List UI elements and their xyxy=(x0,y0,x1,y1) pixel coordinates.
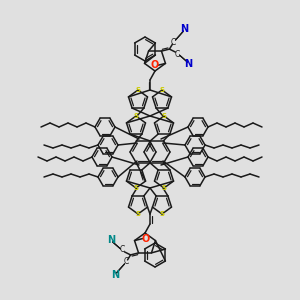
Text: S: S xyxy=(134,113,139,119)
Text: C: C xyxy=(120,245,125,254)
Text: C: C xyxy=(171,38,176,46)
Text: N: N xyxy=(180,24,188,34)
Text: N: N xyxy=(107,235,116,245)
Text: S: S xyxy=(134,185,139,191)
Text: N: N xyxy=(184,59,193,69)
Text: N: N xyxy=(112,270,120,280)
Text: O: O xyxy=(150,60,159,70)
Text: S: S xyxy=(160,87,164,93)
Text: C: C xyxy=(175,50,180,58)
Text: S: S xyxy=(160,211,164,217)
Text: S: S xyxy=(136,87,140,93)
Text: O: O xyxy=(141,234,150,244)
Text: S: S xyxy=(161,185,166,191)
Text: C: C xyxy=(124,257,129,266)
Text: S: S xyxy=(136,211,140,217)
Text: S: S xyxy=(161,113,166,119)
